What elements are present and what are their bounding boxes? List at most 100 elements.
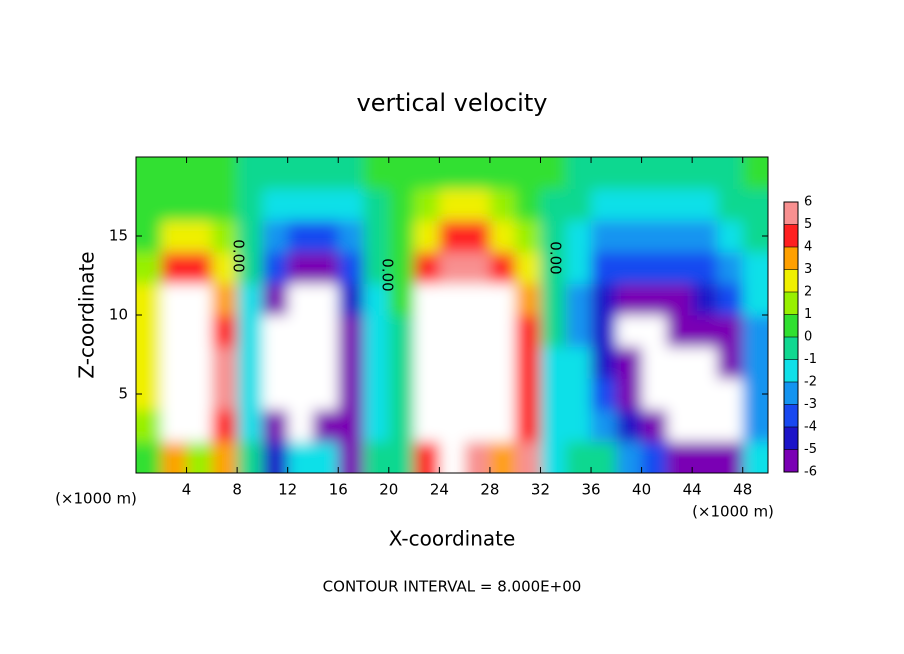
cell — [489, 157, 516, 190]
colorbar-label: 1 — [804, 307, 812, 322]
cell — [237, 409, 263, 442]
cell — [464, 441, 491, 473]
cell — [464, 251, 491, 284]
cell — [338, 378, 365, 411]
cell — [540, 441, 567, 473]
cell — [161, 409, 188, 442]
cell — [262, 188, 289, 221]
cell — [363, 409, 390, 442]
cell — [439, 251, 466, 284]
cell — [312, 157, 339, 190]
cell — [616, 346, 643, 379]
cell — [211, 188, 238, 221]
cell — [388, 188, 415, 221]
cell — [237, 251, 263, 284]
cell — [565, 315, 592, 348]
cell — [641, 441, 668, 473]
cell — [211, 220, 238, 253]
cell — [237, 315, 263, 348]
cell — [338, 188, 365, 221]
cell — [565, 378, 592, 411]
cell — [363, 188, 390, 221]
cell — [742, 251, 768, 284]
cell — [388, 157, 415, 190]
cell — [439, 220, 466, 253]
cell — [464, 157, 491, 190]
cell — [515, 315, 541, 348]
cell — [616, 441, 643, 473]
x-tick-label: 16 — [329, 481, 348, 499]
cell — [414, 409, 440, 442]
cell — [262, 315, 289, 348]
cell — [388, 409, 415, 442]
cell — [161, 283, 188, 316]
cell — [136, 157, 162, 190]
cell — [641, 409, 668, 442]
cell — [641, 157, 668, 190]
x-tick-label: 28 — [480, 481, 499, 499]
cell — [692, 157, 718, 190]
cell — [515, 220, 541, 253]
colorbar-swatch — [784, 224, 798, 247]
cell — [515, 157, 541, 190]
cell — [540, 315, 567, 348]
field — [136, 157, 768, 473]
cell — [591, 409, 617, 442]
colorbar-label: -3 — [804, 397, 817, 412]
cell — [717, 283, 744, 316]
cell — [161, 315, 188, 348]
cell — [565, 157, 592, 190]
x-tick-label: 4 — [182, 481, 192, 499]
cell — [591, 220, 617, 253]
colorbar-label: 0 — [804, 330, 812, 345]
colorbar-swatch — [784, 337, 798, 360]
cell — [666, 220, 693, 253]
colorbar-swatch — [784, 292, 798, 315]
x-tick-label: 32 — [531, 481, 550, 499]
cell — [591, 188, 617, 221]
cell — [540, 188, 567, 221]
cell — [489, 220, 516, 253]
cell — [287, 188, 314, 221]
cell — [515, 346, 541, 379]
cell — [338, 315, 365, 348]
cell — [287, 378, 314, 411]
cell — [616, 283, 643, 316]
colorbar-label: -4 — [804, 420, 817, 435]
cell — [717, 188, 744, 221]
cell — [186, 220, 213, 253]
cell — [666, 441, 693, 473]
cell — [717, 378, 744, 411]
cell — [414, 157, 440, 190]
cell — [439, 441, 466, 473]
cell — [363, 283, 390, 316]
cell — [312, 251, 339, 284]
cell — [287, 157, 314, 190]
cell — [565, 283, 592, 316]
cell — [262, 346, 289, 379]
cell — [136, 283, 162, 316]
cell — [363, 220, 390, 253]
cell — [136, 315, 162, 348]
colorbar-swatch — [784, 359, 798, 382]
colorbar-swatch — [784, 382, 798, 405]
cell — [211, 441, 238, 473]
cell — [262, 157, 289, 190]
cell — [641, 346, 668, 379]
cell — [717, 315, 744, 348]
cell — [489, 283, 516, 316]
cell — [363, 157, 390, 190]
cell — [237, 157, 263, 190]
cell — [287, 283, 314, 316]
chart-title: vertical velocity — [357, 89, 548, 117]
cell — [363, 441, 390, 473]
cell — [439, 283, 466, 316]
cell — [312, 188, 339, 221]
cell — [439, 378, 466, 411]
y-tick-label: 15 — [109, 227, 128, 245]
cell — [439, 315, 466, 348]
cell — [464, 188, 491, 221]
cell — [237, 346, 263, 379]
cell — [540, 283, 567, 316]
cell — [565, 441, 592, 473]
